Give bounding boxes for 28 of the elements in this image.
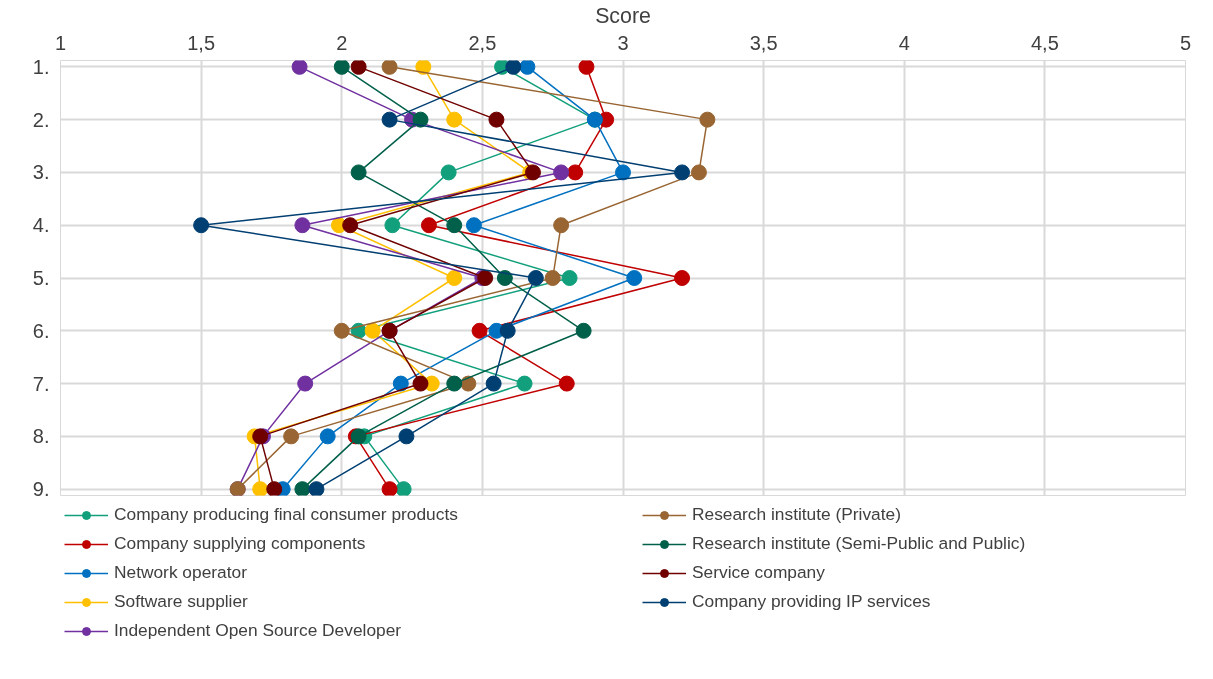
legend-label: Network operator <box>114 562 248 583</box>
x-tick-label: 3,5 <box>749 31 778 54</box>
x-tick-label: 1,5 <box>187 31 216 54</box>
legend-label: Software supplier <box>114 591 249 612</box>
legend-label: Independent Open Source Developer <box>114 620 403 641</box>
legend-label: Company producing final consumer products <box>114 504 459 525</box>
legend-label: Service company <box>692 562 826 583</box>
y-tick-label: 5. <box>32 267 50 289</box>
y-tick-label: 4. <box>32 214 50 237</box>
legend-label: Research institute (Semi-Public and Public) <box>692 533 1027 554</box>
y-tick-label: 3. <box>32 161 50 184</box>
x-tick-label: 4 <box>898 31 910 54</box>
x-tick-label: 5 <box>1179 31 1192 54</box>
y-tick-label: 7. <box>32 372 50 395</box>
y-tick-label: 6. <box>32 319 50 342</box>
x-tick-label: 1 <box>54 31 67 54</box>
y-tick-label: 8. <box>32 425 50 448</box>
y-tick-label: 1. <box>32 55 50 78</box>
y-tick-label: 9. <box>32 478 50 501</box>
x-tick-label: 3 <box>617 31 629 54</box>
x-tick-label: 2 <box>336 31 348 54</box>
x-tick-label: 4,5 <box>1030 31 1059 54</box>
legend-label: Research institute (Private) <box>692 504 902 525</box>
x-axis-title: Score <box>595 3 651 28</box>
legend-label: Company providing IP services <box>692 591 932 612</box>
y-tick-label: 2. <box>32 108 50 131</box>
legend-label: Company supplying components <box>114 533 367 554</box>
x-tick-label: 2,5 <box>468 31 497 54</box>
